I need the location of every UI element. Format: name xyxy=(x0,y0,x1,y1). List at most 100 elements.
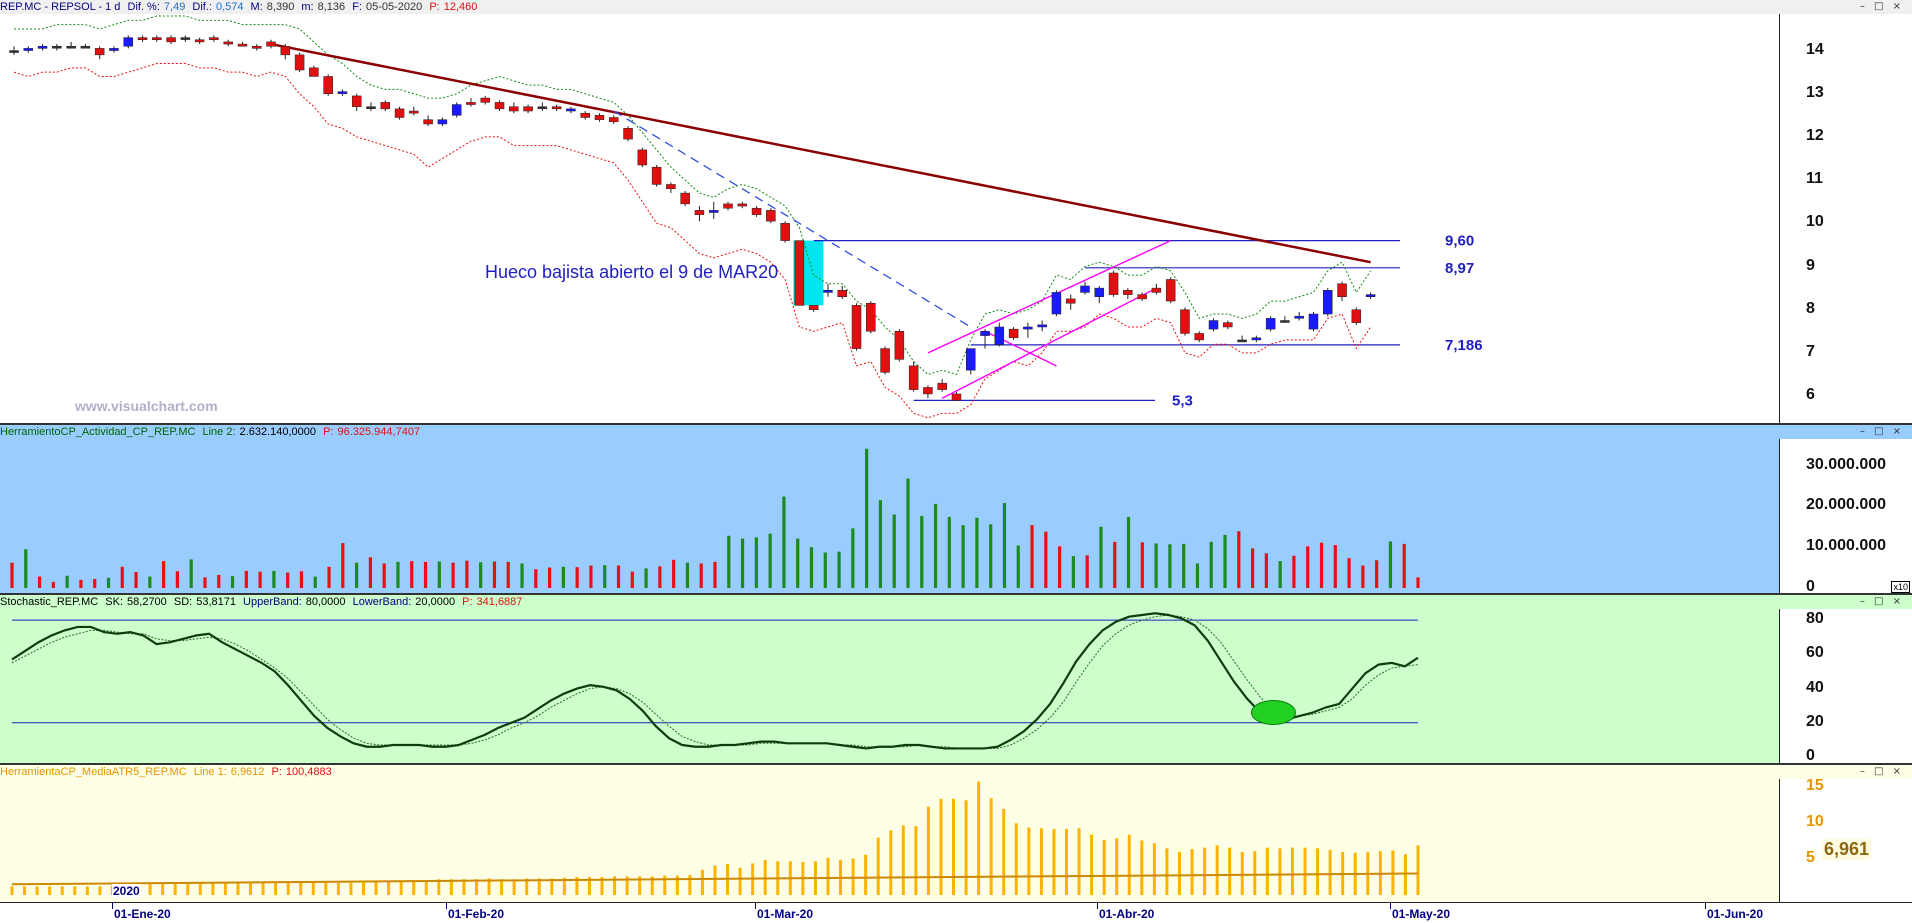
volume-bar xyxy=(175,571,180,588)
atr-bar xyxy=(437,879,441,895)
atr-y-tick: 10 xyxy=(1806,813,1824,831)
atr-bar xyxy=(1052,828,1056,895)
volume-bar xyxy=(1333,545,1337,588)
atr-bar xyxy=(198,883,202,895)
candle-body xyxy=(237,43,248,47)
volume-chart xyxy=(10,448,1420,588)
candle-body xyxy=(1065,298,1076,304)
atr-bar xyxy=(60,886,64,895)
year-label: 2020 xyxy=(112,884,141,898)
p-value: 12,460 xyxy=(443,1,478,13)
volume-bar xyxy=(933,503,938,588)
volume-bar xyxy=(768,533,772,588)
volume-bar xyxy=(1016,545,1020,588)
candle-body xyxy=(80,45,91,49)
candle-body xyxy=(708,210,719,213)
volume-bar xyxy=(51,581,55,588)
window-controls[interactable]: – □ × xyxy=(1859,426,1904,437)
scale-badge: x10 xyxy=(1891,581,1910,593)
dif-value: 0,574 xyxy=(215,1,244,13)
volume-bar xyxy=(120,566,124,588)
volume-bar xyxy=(947,516,951,588)
volume-bar xyxy=(989,524,993,588)
window-controls[interactable]: – □ × xyxy=(1859,596,1904,607)
atr-bar xyxy=(575,877,579,895)
atr-bar xyxy=(1228,847,1232,895)
volume-bar xyxy=(465,560,469,588)
window-controls[interactable]: – □ × xyxy=(1859,766,1904,777)
volume-bar xyxy=(920,516,924,588)
volume-indicator-name: HerramientoCP_Actividad_CP_REP.MC xyxy=(0,426,196,438)
candle-body xyxy=(694,210,705,215)
candle-body xyxy=(1337,283,1347,297)
atr-bar xyxy=(864,854,868,895)
candle-body xyxy=(480,97,490,103)
volume-bar xyxy=(575,567,579,588)
candle-body xyxy=(908,365,919,390)
atr-bar xyxy=(1177,851,1181,895)
volume-bar xyxy=(865,448,869,588)
volume-bar xyxy=(1375,560,1379,588)
window-controls[interactable]: – □ × xyxy=(1859,1,1904,12)
candle-body xyxy=(223,41,233,45)
volume-bar xyxy=(299,571,304,588)
volume-bar xyxy=(589,565,593,588)
date-value: 05-05-2020 xyxy=(365,1,423,13)
x-axis-tick-mark xyxy=(112,903,113,909)
candle-body xyxy=(637,149,648,166)
candle-body xyxy=(666,184,676,190)
channel-lower-line xyxy=(941,287,1157,399)
candle-body xyxy=(166,37,176,43)
atr-bar xyxy=(562,877,566,895)
atr-bar xyxy=(1065,828,1068,895)
volume-bar xyxy=(10,562,14,588)
atr-bar xyxy=(362,881,365,895)
volume-bar xyxy=(327,566,331,588)
volume-y-tick: 0 xyxy=(1806,578,1815,593)
candle-body xyxy=(280,45,291,56)
volume-bar xyxy=(451,562,455,588)
volume-bar xyxy=(1058,546,1062,588)
stoch-y-tick: 40 xyxy=(1806,678,1824,696)
volume-bar xyxy=(1347,558,1351,588)
gap-annotation: Hueco bajista abierto el 9 de MAR20 xyxy=(485,262,778,282)
atr-bar xyxy=(487,878,491,895)
atr-bar xyxy=(977,781,981,895)
candle-body xyxy=(52,45,62,49)
atr-bar xyxy=(10,886,14,895)
candle-body xyxy=(1294,315,1304,319)
candle-body xyxy=(723,203,733,209)
price-y-tick: 9 xyxy=(1806,256,1815,274)
stoch-y-tick: 0 xyxy=(1806,747,1815,763)
volume-bar xyxy=(796,538,800,588)
stochastic-header: Stochastic_REP.MC SK: 58,2700 SD: 53,8171 … xyxy=(0,596,1904,608)
volume-bar xyxy=(851,528,855,588)
x-axis-tick-mark xyxy=(1097,903,1098,909)
candle-body xyxy=(794,240,805,306)
volume-y-axis: 0 10.000.000 20.000.000 30.000.000 xyxy=(1779,439,1912,593)
atr-bar xyxy=(462,879,466,895)
level-label-960: 9,60 xyxy=(1445,233,1474,250)
level-label-897: 8,97 xyxy=(1445,260,1474,277)
candle-body xyxy=(880,348,890,373)
candle-body xyxy=(923,387,933,395)
symbol-label: REP.MC - REPSOL - 1 d xyxy=(0,1,121,13)
volume-bar xyxy=(1113,541,1117,588)
volume-bar xyxy=(1002,503,1007,588)
price-y-tick: 13 xyxy=(1806,83,1824,101)
candle-body xyxy=(152,37,162,41)
atr-bar xyxy=(939,798,943,895)
x-axis-tick-mark xyxy=(755,903,756,909)
atr-bar xyxy=(914,826,918,895)
atr-bar xyxy=(1240,851,1244,895)
channel-upper-line xyxy=(927,239,1171,354)
atr-bar xyxy=(424,879,428,895)
atr-bar xyxy=(412,880,416,895)
candle-body xyxy=(837,290,847,297)
volume-bar xyxy=(492,561,497,588)
candle-body xyxy=(1208,320,1219,330)
volume-bar xyxy=(1209,541,1213,588)
volume-bar xyxy=(230,576,235,588)
candle-body xyxy=(209,37,219,41)
candle-body xyxy=(580,112,590,118)
